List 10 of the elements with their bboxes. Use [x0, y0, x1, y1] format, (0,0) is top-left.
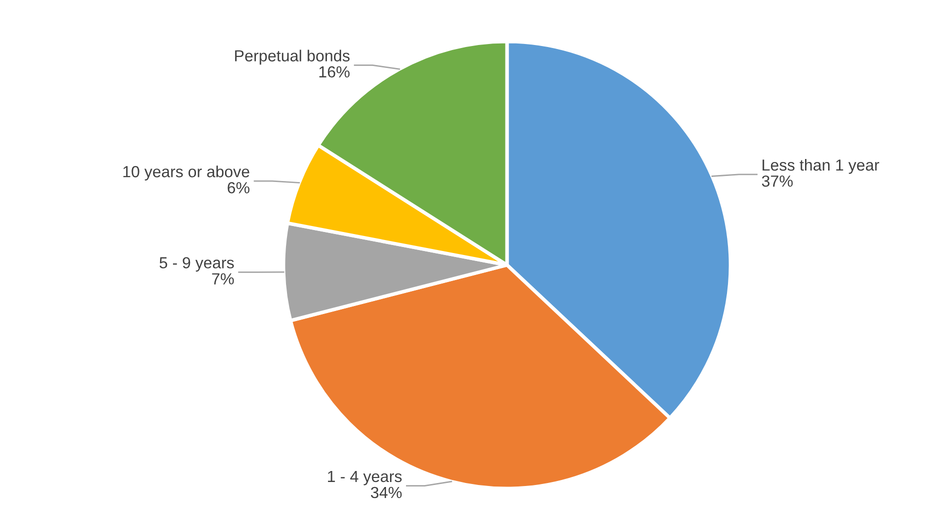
slice-label: Perpetual bonds	[235, 50, 350, 65]
slice-label: 5 - 9 years	[160, 257, 234, 272]
slice-label: 10 years or above	[123, 166, 250, 180]
data-label: 6%	[228, 182, 250, 194]
data-label: 16%	[319, 66, 350, 78]
data-label: 37%	[762, 175, 793, 187]
data-label: 7%	[212, 273, 234, 284]
slice-label: 1 - 4 years	[328, 470, 402, 486]
data-label: 34%	[370, 486, 402, 498]
slice-label: Less than 1 year	[762, 158, 880, 174]
